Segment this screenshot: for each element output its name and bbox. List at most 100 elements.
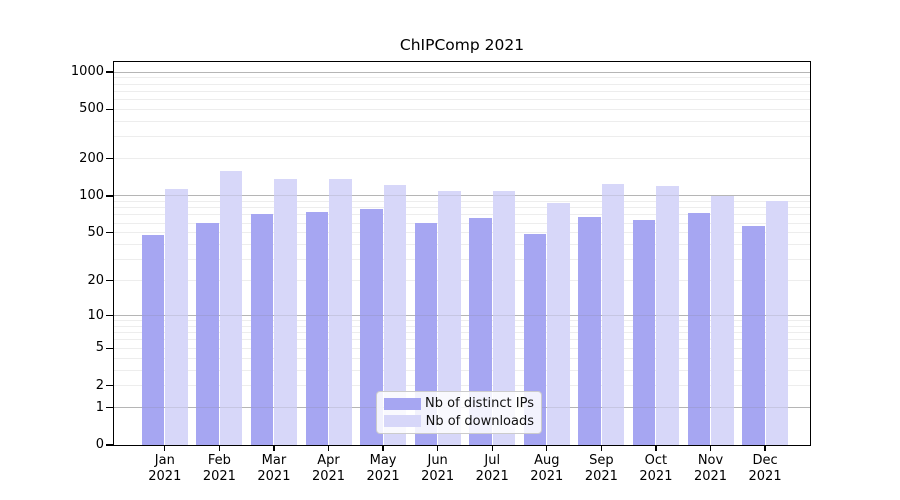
gridline-minor-400 <box>113 120 811 122</box>
x-tick-label-jun: Jun 2021 <box>421 453 455 484</box>
y-tick-label-1: 1 <box>95 399 104 415</box>
x-tick-label-may: May 2021 <box>366 453 400 484</box>
bar-downloads-aug <box>547 202 570 446</box>
x-tick-mark-oct <box>655 446 657 451</box>
gridline-minor-200 <box>113 158 811 160</box>
bar-distinct-ips-apr <box>305 211 328 446</box>
y-tick-mark-50 <box>106 232 113 234</box>
x-tick-mark-mar <box>273 446 275 451</box>
x-tick-mark-jul <box>491 446 493 451</box>
gridline-minor-4 <box>113 357 811 359</box>
bar-downloads-oct <box>656 186 679 446</box>
y-tick-mark-2 <box>106 384 113 387</box>
gridline-minor-50 <box>113 232 811 234</box>
y-axis-ticks <box>106 61 113 446</box>
gridline-minor-9 <box>113 320 811 322</box>
bar-distinct-ips-nov <box>687 213 710 446</box>
gridline-minor-8 <box>113 325 811 327</box>
x-tick-mark-dec <box>764 446 766 451</box>
y-tick-label-2: 2 <box>95 377 104 393</box>
gridline-major-100 <box>113 195 811 197</box>
x-tick-mark-aug <box>546 446 548 451</box>
legend-row-downloads: Nb of downloads <box>384 414 534 429</box>
bar-distinct-ips-jul <box>469 218 492 446</box>
gridline-overlay-1000 <box>113 71 811 73</box>
bar-distinct-ips-sep <box>578 217 601 446</box>
bar-downloads-may <box>383 185 407 446</box>
y-tick-mark-0 <box>106 444 113 446</box>
legend: Nb of distinct IPs Nb of downloads <box>376 391 542 434</box>
y-tick-label-1000: 1000 <box>70 64 104 80</box>
x-tick-label-jan: Jan 2021 <box>148 453 182 484</box>
y-tick-label-5: 5 <box>95 340 104 356</box>
y-tick-mark-20 <box>106 279 113 282</box>
legend-label-downloads: Nb of downloads <box>425 413 534 429</box>
y-tick-mark-1000 <box>106 71 113 73</box>
bar-downloads-feb <box>219 171 243 446</box>
bar-downloads-apr <box>329 178 352 446</box>
gridline-minor-2 <box>113 385 811 387</box>
x-tick-mark-feb <box>218 446 221 451</box>
gridline-minor-800 <box>113 83 811 85</box>
x-tick-mark-jan <box>164 446 166 451</box>
plot-area <box>113 61 811 446</box>
gridline-minor-900 <box>113 77 811 79</box>
gridline-minor-70 <box>113 214 811 216</box>
gridline-minor-80 <box>113 207 811 209</box>
gridline-minor-20 <box>113 280 811 282</box>
x-tick-label-nov: Nov 2021 <box>693 453 728 484</box>
x-axis-labels: Jan 2021 Feb 2021 Mar 2021 Apr 2021 May 2021 Jun 20… <box>113 453 811 493</box>
gridline-major-10 <box>113 315 811 317</box>
gridline-minor-500 <box>113 108 811 110</box>
x-tick-mark-may <box>382 446 384 451</box>
bar-distinct-ips-dec <box>742 225 765 446</box>
gridline-major-1000 <box>113 71 811 73</box>
gridline-minor-5 <box>113 347 811 349</box>
y-tick-label-50: 50 <box>87 224 104 240</box>
x-tick-label-aug: Aug 2021 <box>530 453 564 484</box>
gridline-minor-300 <box>113 136 811 138</box>
y-tick-mark-200 <box>106 158 113 160</box>
gridline-minor-600 <box>113 99 811 101</box>
y-tick-label-200: 200 <box>79 150 104 166</box>
y-tick-label-500: 500 <box>79 101 104 117</box>
x-axis-ticks <box>113 446 811 452</box>
y-tick-mark-1 <box>106 406 113 409</box>
bar-distinct-ips-mar <box>250 214 274 446</box>
y-tick-label-100: 100 <box>79 187 104 203</box>
x-tick-mark-sep <box>600 446 603 451</box>
gridline-minor-700 <box>113 90 811 92</box>
bar-distinct-ips-jun <box>414 223 438 446</box>
chart-title: ChIPComp 2021 <box>399 36 525 54</box>
bar-distinct-ips-oct <box>632 219 656 446</box>
bar-downloads-jan <box>165 188 188 446</box>
gridline-minor-40 <box>113 244 811 246</box>
y-tick-label-0: 0 <box>95 437 104 452</box>
bar-distinct-ips-feb <box>196 223 219 446</box>
x-tick-label-sep: Sep 2021 <box>584 453 618 484</box>
gridline-overlay-100 <box>113 195 811 197</box>
x-tick-mark-jun <box>436 446 439 451</box>
gridline-minor-60 <box>113 222 811 224</box>
bar-distinct-ips-may <box>360 209 383 446</box>
bar-downloads-mar <box>274 179 297 446</box>
y-tick-label-10: 10 <box>87 307 104 323</box>
bar-downloads-jun <box>438 191 461 446</box>
bar-downloads-nov <box>711 195 734 446</box>
x-tick-label-mar: Mar 2021 <box>257 453 291 484</box>
y-tick-mark-10 <box>106 314 113 317</box>
y-tick-mark-500 <box>106 108 113 111</box>
gridline-overlay-10 <box>113 315 811 317</box>
gridline-minor-30 <box>113 259 811 261</box>
bar-downloads-dec <box>765 200 789 446</box>
x-tick-label-dec: Dec 2021 <box>748 453 782 484</box>
x-tick-label-feb: Feb 2021 <box>202 453 236 484</box>
bar-distinct-ips-jan <box>141 234 165 446</box>
bar-downloads-sep <box>601 183 625 446</box>
gridline-minor-90 <box>113 201 811 202</box>
x-tick-label-oct: Oct 2021 <box>639 453 673 484</box>
gridline-minor-6 <box>113 339 811 341</box>
y-tick-mark-100 <box>106 195 113 197</box>
legend-label-distinct-ips: Nb of distinct IPs <box>425 396 534 412</box>
x-tick-label-apr: Apr 2021 <box>311 453 346 484</box>
